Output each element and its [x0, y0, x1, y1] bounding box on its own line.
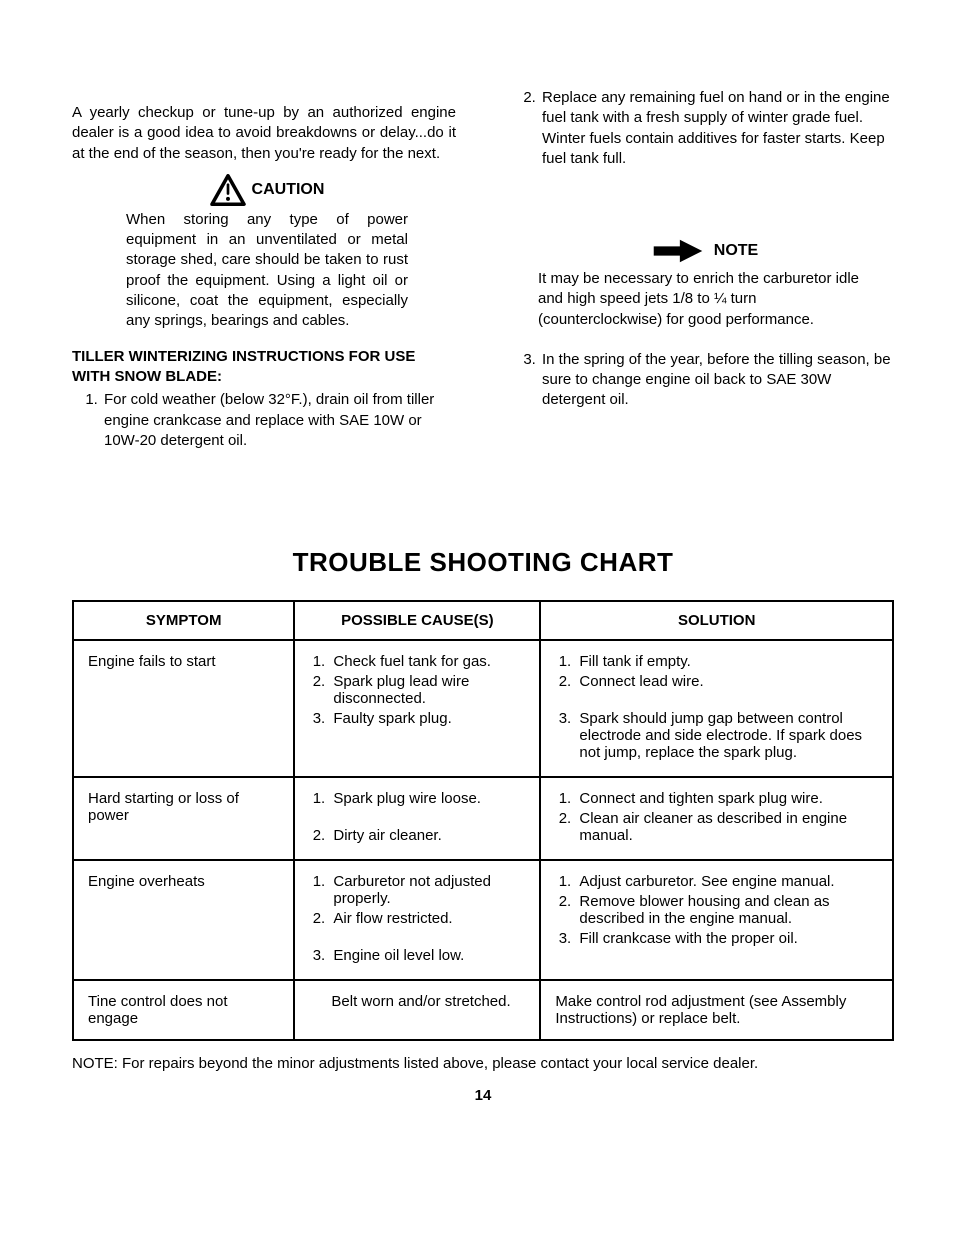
- col-header-solution: SOLUTION: [540, 601, 893, 640]
- solution-cell: Make control rod adjustment (see Assembl…: [540, 980, 893, 1040]
- cause-item: Faulty spark plug.: [329, 710, 525, 727]
- cause-item: Air flow restricted.: [329, 910, 525, 944]
- table-row: Tine control does not engage Belt worn a…: [73, 980, 893, 1040]
- left-instruction-list: For cold weather (below 32°F.), drain oi…: [72, 390, 456, 451]
- caution-text: When storing any type of power equipment…: [126, 210, 408, 332]
- solution-item: Spark should jump gap between control el…: [575, 710, 878, 761]
- solution-item: Remove blower housing and clean as descr…: [575, 893, 878, 927]
- table-header-row: SYMPTOM POSSIBLE CAUSE(S) SOLUTION: [73, 601, 893, 640]
- table-row: Engine overheats Carburetor not adjusted…: [73, 860, 893, 980]
- solution-item: Connect and tighten spark plug wire.: [575, 790, 878, 807]
- instruction-item-2: Replace any remaining fuel on hand or in…: [540, 88, 894, 169]
- left-column: A yearly checkup or tune-up by an author…: [72, 88, 456, 457]
- cause-item: Dirty air cleaner.: [329, 827, 525, 844]
- winterizing-heading: TILLER WINTERIZING INSTRUCTIONS FOR USE …: [72, 347, 456, 386]
- manual-page: A yearly checkup or tune-up by an author…: [0, 0, 954, 1144]
- arrow-right-icon: [650, 237, 706, 265]
- caution-label: CAUTION: [252, 179, 325, 201]
- solution-cell: Adjust carburetor. See engine manual. Re…: [540, 860, 893, 980]
- chart-title: TROUBLE SHOOTING CHART: [72, 547, 894, 578]
- cause-item: Engine oil level low.: [329, 947, 525, 964]
- cause-cell: Spark plug wire loose. Dirty air cleaner…: [294, 777, 540, 860]
- right-instruction-list-b: In the spring of the year, before the ti…: [510, 350, 894, 411]
- symptom-cell: Engine overheats: [73, 860, 294, 980]
- symptom-cell: Engine fails to start: [73, 640, 294, 777]
- cause-item: Carburetor not adjusted properly.: [329, 873, 525, 907]
- footnote: NOTE: For repairs beyond the minor adjus…: [72, 1055, 894, 1072]
- col-header-symptom: SYMPTOM: [73, 601, 294, 640]
- cause-cell: Carburetor not adjusted properly. Air fl…: [294, 860, 540, 980]
- page-number: 14: [72, 1087, 894, 1104]
- note-label: NOTE: [714, 240, 758, 262]
- caution-block: CAUTION When storing any type of power e…: [126, 174, 408, 332]
- note-block: NOTE It may be necessary to enrich the c…: [538, 237, 870, 330]
- col-header-cause: POSSIBLE CAUSE(S): [294, 601, 540, 640]
- caution-header: CAUTION: [126, 174, 408, 206]
- two-column-body: A yearly checkup or tune-up by an author…: [72, 88, 894, 457]
- note-text: It may be necessary to enrich the carbur…: [538, 269, 870, 330]
- solution-item: Adjust carburetor. See engine manual.: [575, 873, 878, 890]
- intro-paragraph: A yearly checkup or tune-up by an author…: [72, 103, 456, 164]
- symptom-cell: Hard starting or loss of power: [73, 777, 294, 860]
- warning-triangle-icon: [210, 174, 246, 206]
- solution-item: Fill tank if empty.: [575, 653, 878, 670]
- right-column: Replace any remaining fuel on hand or in…: [510, 88, 894, 457]
- cause-item: Spark plug wire loose.: [329, 790, 525, 824]
- solution-item: Connect lead wire.: [575, 673, 878, 707]
- instruction-item-3: In the spring of the year, before the ti…: [540, 350, 894, 411]
- instruction-item-1: For cold weather (below 32°F.), drain oi…: [102, 390, 456, 451]
- table-row: Engine fails to start Check fuel tank fo…: [73, 640, 893, 777]
- symptom-cell: Tine control does not engage: [73, 980, 294, 1040]
- cause-item: Spark plug lead wire disconnected.: [329, 673, 525, 707]
- right-instruction-list-a: Replace any remaining fuel on hand or in…: [510, 88, 894, 169]
- solution-item: Clean air cleaner as described in engine…: [575, 810, 878, 844]
- cause-cell: Check fuel tank for gas. Spark plug lead…: [294, 640, 540, 777]
- table-row: Hard starting or loss of power Spark plu…: [73, 777, 893, 860]
- solution-cell: Connect and tighten spark plug wire. Cle…: [540, 777, 893, 860]
- note-header: NOTE: [538, 237, 870, 265]
- solution-cell: Fill tank if empty. Connect lead wire. S…: [540, 640, 893, 777]
- cause-cell: Belt worn and/or stretched.: [294, 980, 540, 1040]
- solution-item: Fill crankcase with the proper oil.: [575, 930, 878, 947]
- cause-item: Check fuel tank for gas.: [329, 653, 525, 670]
- troubleshooting-table: SYMPTOM POSSIBLE CAUSE(S) SOLUTION Engin…: [72, 600, 894, 1041]
